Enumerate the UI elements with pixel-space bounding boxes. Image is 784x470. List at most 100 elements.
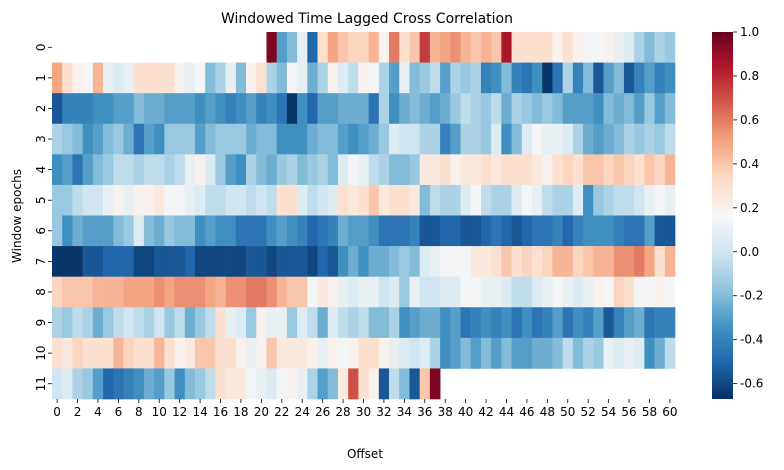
heatmap-cell — [205, 307, 216, 339]
heatmap-cell — [399, 246, 410, 278]
heatmap-cell — [164, 337, 175, 369]
heatmap-cell — [480, 337, 492, 369]
heatmap-cell — [143, 215, 155, 247]
heatmap-cell — [297, 215, 308, 247]
heatmap-cell — [154, 93, 165, 125]
heatmap-cell — [348, 32, 359, 63]
heatmap-cell — [460, 246, 472, 278]
heatmap-cell — [358, 337, 369, 369]
heatmap-cell — [235, 93, 247, 125]
heatmap-cell — [450, 184, 461, 216]
heatmap-cell — [429, 307, 441, 339]
heatmap-cell — [246, 154, 257, 186]
heatmap-cell — [429, 368, 441, 400]
heatmap-cell — [307, 154, 318, 186]
heatmap-cell — [235, 184, 247, 216]
heatmap-cell — [286, 246, 298, 278]
heatmap-cell — [194, 184, 206, 216]
heatmap-cell — [572, 93, 584, 125]
heatmap-cell — [450, 62, 461, 94]
heatmap-cell — [552, 215, 563, 247]
heatmap-cell — [154, 123, 165, 155]
heatmap-cell — [154, 276, 165, 308]
heatmap-cell — [634, 93, 645, 125]
heatmap-cell — [174, 276, 186, 308]
heatmap-cell — [409, 184, 421, 216]
heatmap-cell — [235, 123, 247, 155]
heatmap-cell — [409, 337, 421, 369]
heatmap-cell — [501, 184, 512, 216]
heatmap-cell — [82, 184, 94, 216]
heatmap-cell — [368, 307, 380, 339]
heatmap-cell — [133, 337, 145, 369]
heatmap-cell — [399, 123, 410, 155]
heatmap-cell — [82, 337, 94, 369]
heatmap-cell — [286, 93, 298, 125]
heatmap-cell — [429, 154, 441, 186]
colorbar-tick-label: -0.2 — [740, 289, 763, 303]
heatmap-cell — [521, 62, 533, 94]
heatmap-cell — [480, 154, 492, 186]
heatmap-cell — [194, 215, 206, 247]
x-tick-label: 42 — [478, 405, 493, 419]
heatmap-cell — [164, 93, 175, 125]
heatmap-cell — [644, 154, 655, 186]
heatmap-cell — [378, 276, 390, 308]
heatmap-cell — [654, 32, 666, 63]
y-tick-label: 9 — [34, 319, 48, 327]
heatmap-cell — [327, 337, 339, 369]
heatmap-cell — [72, 123, 83, 155]
heatmap-cell — [327, 93, 339, 125]
heatmap-cell — [583, 154, 594, 186]
x-tick-label: 58 — [642, 405, 657, 419]
heatmap-cell — [327, 184, 339, 216]
heatmap-cell — [634, 62, 645, 94]
heatmap-cell — [92, 184, 104, 216]
heatmap-cell — [103, 62, 114, 94]
y-axis-label: Window epochs — [10, 169, 24, 263]
heatmap-cell — [82, 123, 94, 155]
heatmap-cell — [337, 62, 349, 94]
x-tick-label: 38 — [438, 405, 453, 419]
heatmap-cell — [317, 93, 329, 125]
heatmap-cell — [562, 246, 574, 278]
heatmap-cell — [62, 93, 73, 125]
heatmap-cell — [317, 123, 329, 155]
heatmap-cell — [52, 276, 63, 308]
heatmap-cell — [123, 93, 135, 125]
heatmap-cell — [552, 184, 563, 216]
heatmap-cell — [205, 62, 216, 94]
heatmap-cell — [103, 93, 114, 125]
heatmap-cell — [225, 62, 237, 94]
heatmap-cell — [623, 307, 635, 339]
heatmap-cell — [644, 62, 655, 94]
heatmap-cell — [317, 276, 329, 308]
x-tick-label: 6 — [115, 405, 123, 419]
heatmap-cell — [389, 215, 400, 247]
heatmap-cell — [164, 246, 175, 278]
y-tick-label: 6 — [34, 227, 48, 235]
heatmap-cell — [562, 62, 574, 94]
heatmap-cell — [603, 215, 615, 247]
heatmap-cell — [593, 184, 604, 216]
heatmap-cell — [480, 32, 492, 63]
heatmap-cell — [286, 215, 298, 247]
heatmap-cell — [450, 123, 461, 155]
heatmap-cell — [154, 246, 165, 278]
heatmap-cell — [532, 215, 543, 247]
heatmap-cell — [256, 154, 267, 186]
heatmap-cell — [501, 337, 512, 369]
heatmap-cell — [266, 246, 278, 278]
heatmap-cell — [644, 215, 655, 247]
x-tick-label: 0 — [53, 405, 61, 419]
heatmap-cell — [113, 62, 124, 94]
heatmap-cell — [103, 123, 114, 155]
heatmap-cell — [470, 215, 482, 247]
heatmap-cell — [154, 184, 165, 216]
heatmap-cell — [266, 307, 278, 339]
heatmap-cell — [389, 307, 400, 339]
heatmap-cell — [194, 246, 206, 278]
heatmap-cell — [82, 93, 94, 125]
heatmap-cell — [572, 337, 584, 369]
heatmap-cell — [532, 276, 543, 308]
